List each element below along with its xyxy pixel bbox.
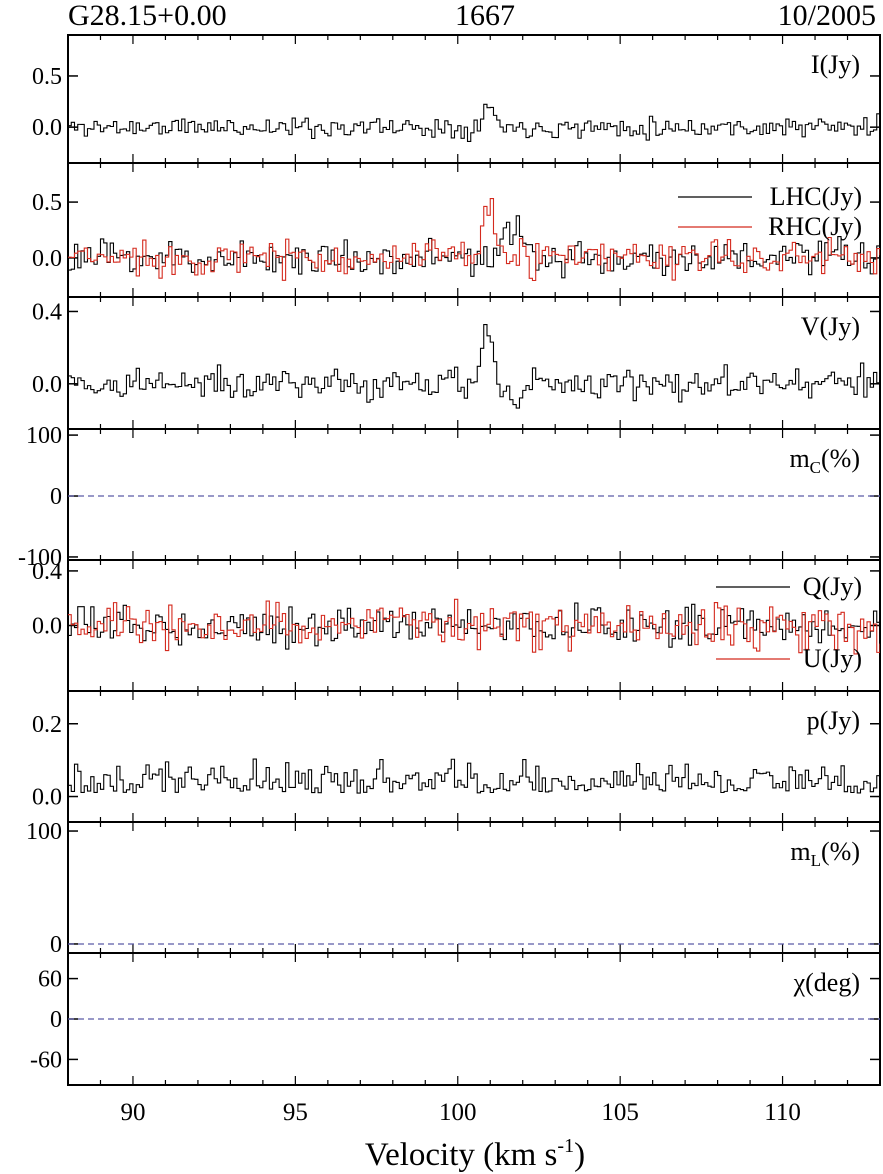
x-tick-label: 105 — [601, 1099, 639, 1126]
panel-V: 0.4 0.0 V(Jy) — [32, 296, 881, 430]
legend-label: RHC(Jy) — [768, 212, 862, 241]
y-tick-label: -100 — [18, 545, 62, 571]
y-tick-label: 60 — [38, 967, 62, 993]
panel-label: mL(%) — [790, 837, 860, 870]
panel-frame — [67, 296, 881, 430]
panel-mc: 100 0 -100 mC(%) — [18, 423, 881, 571]
x-tick-label: 110 — [764, 1099, 801, 1126]
y-tick-label: 0.0 — [32, 115, 62, 141]
y-tick-label: 0.0 — [32, 785, 62, 811]
y-tick-label: 0.0 — [32, 372, 62, 398]
y-tick-label: 0 — [50, 932, 62, 958]
y-tick-label: 100 — [26, 423, 62, 449]
source-name: G28.15+0.00 — [68, 0, 227, 32]
x-tick-label: 90 — [120, 1099, 145, 1126]
panel-QU: 0.4 0.0 Q(Jy) U(Jy) — [32, 559, 881, 692]
panel-frame — [67, 821, 881, 954]
panel-LR: 0.5 0.0 LHC(Jy)RHC(Jy) — [32, 162, 881, 298]
transition-frequency: 1667 — [455, 0, 515, 32]
series-v-jy — [68, 324, 880, 409]
y-tick-label: 0.2 — [32, 712, 62, 738]
panel-stack: 0.5 0.0 I(Jy) 0.5 0.0 LHC(Jy)RHC(Jy) 0.4 0.0 V(J… — [18, 34, 881, 1086]
y-tick-label: 0.5 — [32, 64, 62, 90]
legend-label: Q(Jy) — [803, 572, 862, 601]
y-tick-label: 0 — [50, 1007, 62, 1033]
y-tick-label: -60 — [30, 1047, 62, 1073]
panel-chi: 60 0 -60 χ(deg) — [30, 952, 881, 1086]
series-q-jy — [68, 602, 880, 650]
series-rhc-jy — [68, 197, 880, 282]
series-u-jy — [68, 598, 880, 655]
x-tick-label: 100 — [439, 1099, 477, 1126]
x-tick-label: 95 — [283, 1099, 308, 1126]
panel-p: 0.2 0.0 p(Jy) — [32, 690, 881, 823]
legend-label: LHC(Jy) — [770, 182, 862, 211]
y-tick-label: 0.4 — [32, 559, 62, 585]
panel-label: I(Jy) — [811, 50, 860, 79]
series-i-jy — [68, 103, 880, 143]
legend-label: U(Jy) — [803, 644, 862, 673]
series-lhc-jy — [68, 215, 880, 279]
series-p-jy — [68, 758, 880, 794]
panel-frame — [67, 34, 881, 164]
panel-I: 0.5 0.0 I(Jy) — [32, 34, 881, 164]
panel-frame — [67, 690, 881, 823]
panel-label: p(Jy) — [807, 706, 860, 735]
panel-ml: 100 0 mL(%) — [26, 819, 881, 958]
panel-label: V(Jy) — [801, 312, 860, 341]
panel-frame — [67, 428, 881, 561]
y-tick-label: 0.5 — [32, 190, 62, 216]
y-tick-label: 0.4 — [32, 299, 62, 325]
y-tick-label: 100 — [26, 819, 62, 845]
observation-date: 10/2005 — [778, 0, 876, 32]
x-axis-label: Velocity (km s-1) — [365, 1135, 585, 1173]
panel-label: χ(deg) — [793, 968, 860, 997]
x-axis: 90 95 100 105 110 — [120, 1099, 800, 1126]
y-tick-label: 0.0 — [32, 614, 62, 640]
panel-frame — [67, 162, 881, 298]
y-tick-label: 0 — [50, 484, 62, 510]
panel-label: mC(%) — [789, 444, 860, 477]
y-tick-label: 0.0 — [32, 246, 62, 272]
